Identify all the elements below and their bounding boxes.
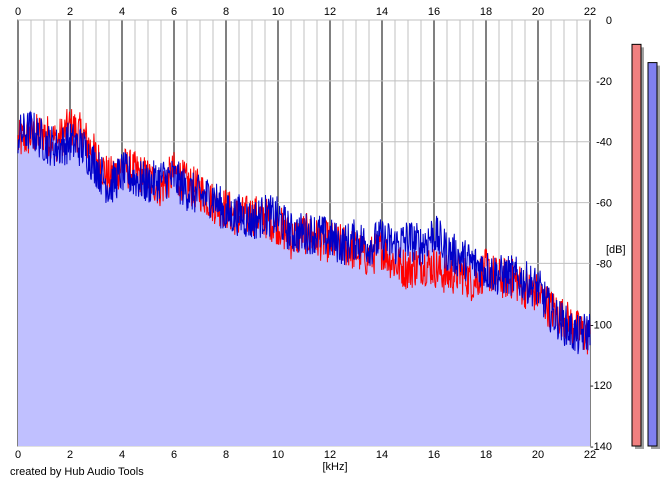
- x-tick-label-bottom: 14: [376, 449, 388, 461]
- x-axis-label: [kHz]: [322, 461, 347, 473]
- y-tick-label: -60: [596, 198, 612, 210]
- x-tick-label-top: 20: [532, 6, 544, 18]
- x-tick-labels-top: 0 2 4 6 8 10 12 14 16 18 20 22: [15, 6, 596, 18]
- x-tick-label-bottom: 16: [428, 449, 440, 461]
- y-tick-label: -80: [596, 258, 612, 270]
- level-meters: [631, 43, 660, 449]
- y-tick-label: 0: [606, 15, 612, 27]
- x-tick-label-bottom: 20: [532, 449, 544, 461]
- x-tick-label-bottom: 2: [67, 449, 73, 461]
- x-tick-labels-bottom: 0 2 4 6 8 10 12 14 16 18 20 22: [15, 449, 596, 461]
- y-tick-label: -140: [590, 441, 612, 453]
- y-tick-label: -120: [590, 380, 612, 392]
- x-tick-label-top: 16: [428, 6, 440, 18]
- credit-text: created by Hub Audio Tools: [10, 466, 144, 478]
- x-tick-label-bottom: 0: [15, 449, 21, 461]
- y-tick-label: -100: [590, 319, 612, 331]
- y-axis-label: [dB]: [606, 244, 626, 256]
- x-tick-label-top: 0: [15, 6, 21, 18]
- y-tick-label: -20: [596, 76, 612, 88]
- y-tick-label: -40: [596, 137, 612, 149]
- x-tick-label-top: 12: [324, 6, 336, 18]
- x-tick-label-top: 8: [223, 6, 229, 18]
- x-tick-label-bottom: 18: [480, 449, 492, 461]
- x-tick-label-top: 10: [272, 6, 284, 18]
- x-tick-label-top: 2: [67, 6, 73, 18]
- series-group: [17, 108, 591, 355]
- x-tick-label-bottom: 8: [223, 449, 229, 461]
- x-tick-label-top: 6: [171, 6, 177, 18]
- series-line-right-channel: [17, 110, 591, 355]
- x-tick-label-top: 18: [480, 6, 492, 18]
- x-tick-label-bottom: 12: [324, 449, 336, 461]
- y-tick-labels: 0 -20 -40 -60 -80 -100 -120 -140: [590, 15, 612, 453]
- x-tick-label-bottom: 6: [171, 449, 177, 461]
- x-tick-label-bottom: 10: [272, 449, 284, 461]
- x-tick-label-bottom: 22: [584, 449, 596, 461]
- x-tick-label-top: 4: [119, 6, 125, 18]
- x-tick-label-bottom: 4: [119, 449, 125, 461]
- x-tick-label-top: 14: [376, 6, 388, 18]
- level-meter-left: [631, 43, 642, 447]
- x-tick-label-top: 22: [584, 6, 596, 18]
- level-meter-right: [647, 62, 658, 447]
